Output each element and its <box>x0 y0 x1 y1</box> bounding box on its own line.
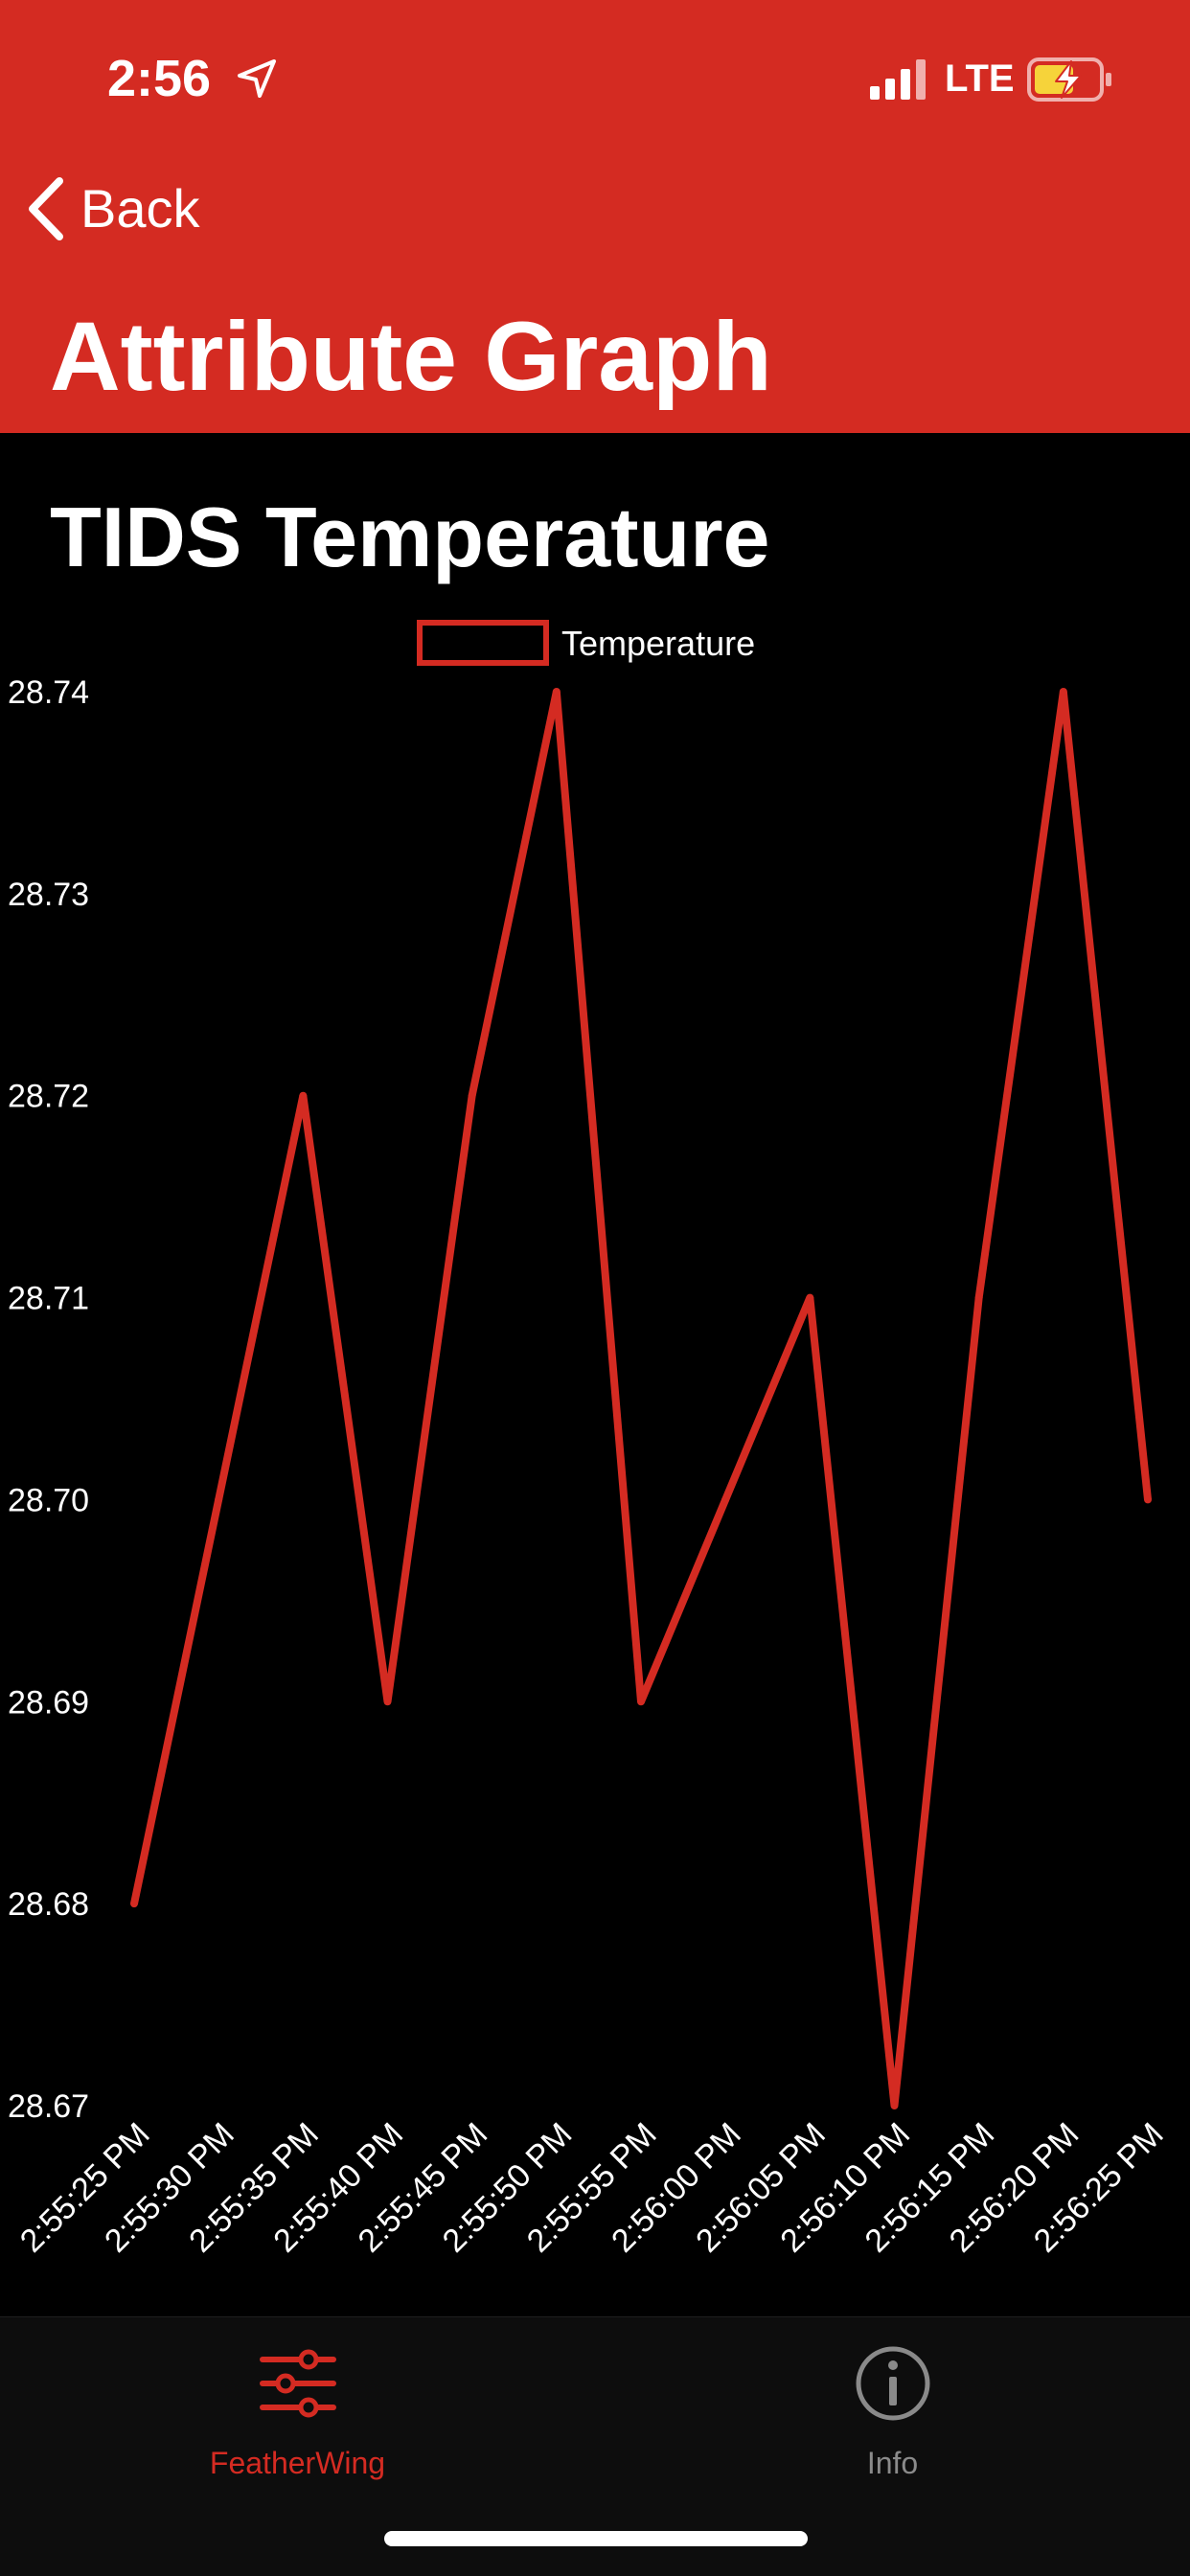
chart-title: TIDS Temperature <box>50 490 770 584</box>
data-point <box>806 1293 814 1302</box>
data-point <box>974 1293 983 1302</box>
y-tick-label: 28.67 <box>8 2088 89 2125</box>
sliders-icon <box>259 2349 336 2418</box>
y-tick-label: 28.72 <box>8 1079 89 1115</box>
plot-area <box>130 688 1152 2109</box>
data-point <box>215 1495 223 1504</box>
data-point <box>721 1495 730 1504</box>
network-label: LTE <box>945 57 1015 100</box>
legend-label: Temperature <box>561 624 755 663</box>
home-indicator <box>384 2531 808 2546</box>
data-point <box>383 1698 392 1706</box>
y-tick-label: 28.69 <box>8 1684 89 1721</box>
back-label: Back <box>80 178 200 239</box>
data-point <box>637 1698 645 1706</box>
temperature-line-chart: Temperature 28.7428.7328.7228.7128.7028.… <box>8 620 1171 2260</box>
battery-charging-icon <box>1027 57 1111 102</box>
data-point <box>468 1091 476 1100</box>
chevron-left-icon <box>29 177 63 240</box>
y-tick-label: 28.73 <box>8 877 89 913</box>
series-line-temperature <box>130 691 1152 2107</box>
signal-bars-icon <box>870 59 926 100</box>
y-tick-label: 28.71 <box>8 1281 89 1317</box>
x-axis: 2:55:25 PM2:55:30 PM2:55:35 PM2:55:40 PM… <box>13 2116 1171 2260</box>
data-point <box>1144 1495 1152 1504</box>
page-title: Attribute Graph <box>50 302 772 411</box>
y-tick-label: 28.74 <box>8 674 89 711</box>
info-icon <box>856 2346 929 2421</box>
nav-header: 2:56 LTE Back Attribute Graph <box>0 0 1190 433</box>
data-point <box>890 2102 899 2109</box>
back-button[interactable]: Back <box>25 169 200 249</box>
tab-featherwing[interactable]: FeatherWing <box>0 2317 595 2509</box>
data-point <box>552 688 561 695</box>
tab-featherwing-label: FeatherWing <box>209 2446 386 2480</box>
data-point <box>1059 688 1067 695</box>
chart-legend: Temperature <box>417 620 755 666</box>
tab-info[interactable]: Info <box>595 2317 1190 2509</box>
tab-info-label: Info <box>866 2446 919 2480</box>
location-arrow-icon <box>238 59 276 98</box>
status-time: 2:56 <box>107 50 212 107</box>
y-tick-label: 28.68 <box>8 1886 89 1923</box>
data-point <box>130 1900 138 1908</box>
legend-swatch <box>417 620 549 666</box>
data-point <box>299 1091 308 1100</box>
y-axis: 28.74 28.73 28.72 28.71 28.70 28.69 28.68 28.67 <box>8 674 89 2125</box>
y-tick-label: 28.70 <box>8 1482 89 1518</box>
